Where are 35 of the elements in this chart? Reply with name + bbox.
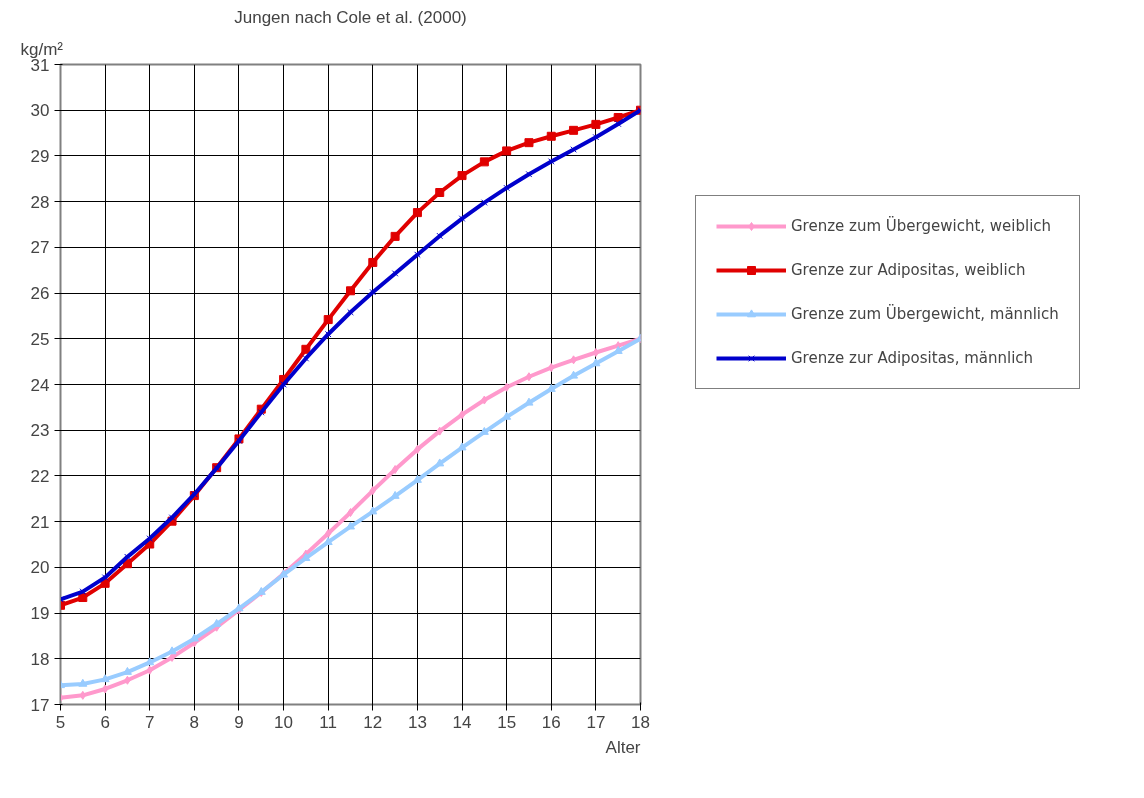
x-tick-label: 14 — [452, 712, 472, 732]
y-tick-label: 23 — [30, 421, 50, 441]
y-tick-label: 25 — [30, 329, 50, 349]
y-tick-label: 27 — [30, 238, 50, 258]
legend-label: Grenze zum Übergewicht, männlich — [791, 305, 1059, 323]
x-tick-label: 18 — [631, 712, 650, 732]
x-tick-label: 11 — [319, 712, 338, 732]
x-axis-title: Alter — [605, 737, 641, 757]
y-tick-label: 17 — [30, 695, 50, 715]
x-tick-label: 7 — [145, 712, 155, 732]
y-tick-label: 28 — [30, 192, 50, 212]
y-tick-label: 19 — [30, 604, 50, 624]
legend-label: Grenze zur Adipositas, weiblich — [791, 261, 1026, 279]
y-tick-label: 18 — [30, 649, 50, 669]
y-tick-label: 20 — [30, 558, 50, 578]
y-axis-title: kg/m² — [20, 39, 64, 59]
x-tick-label: 9 — [234, 712, 244, 732]
x-tick-label: 6 — [100, 712, 110, 732]
legend-label: Grenze zur Adipositas, männlich — [791, 349, 1034, 367]
y-tick-label: 30 — [30, 101, 50, 121]
x-tick-label: 5 — [55, 712, 66, 732]
x-tick-label: 17 — [586, 712, 606, 732]
x-tick-label: 16 — [541, 712, 561, 732]
chart-title: Jungen nach Cole et al. (2000) — [234, 7, 467, 27]
x-tick-label: 8 — [189, 712, 200, 732]
y-tick-label: 22 — [30, 466, 50, 486]
y-tick-label: 24 — [30, 375, 50, 395]
x-tick-label: 10 — [274, 712, 294, 732]
x-tick-label: 13 — [407, 712, 427, 732]
x-tick-label: 15 — [497, 712, 517, 732]
y-tick-label: 29 — [30, 146, 50, 166]
y-tick-label: 26 — [30, 284, 50, 304]
legend-label: Grenze zum Übergewicht, weiblich — [791, 217, 1052, 235]
x-tick-label: 12 — [363, 712, 383, 732]
y-tick-label: 21 — [30, 512, 50, 532]
